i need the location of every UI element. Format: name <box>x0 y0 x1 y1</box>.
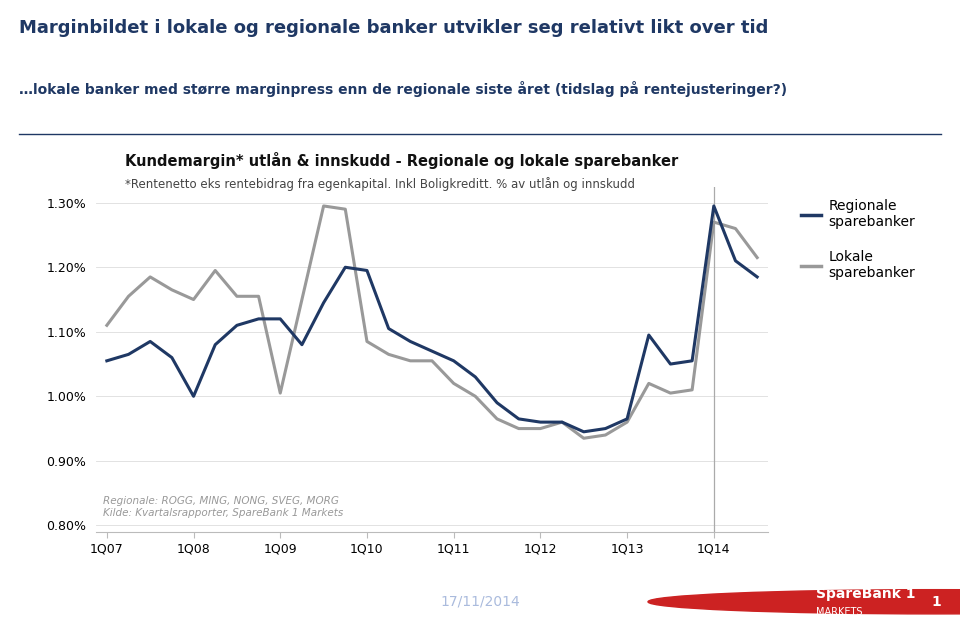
Text: MARKETS: MARKETS <box>816 607 862 617</box>
Text: SpareBank 1: SpareBank 1 <box>816 587 916 601</box>
Text: Kundemargin* utlån & innskudd - Regionale og lokale sparebanker: Kundemargin* utlån & innskudd - Regional… <box>125 152 678 169</box>
Circle shape <box>648 590 960 614</box>
Text: …lokale banker med større marginpress enn de regionale siste året (tidslag på re: …lokale banker med større marginpress en… <box>19 81 787 97</box>
Text: 17: 17 <box>29 594 50 610</box>
Text: Marginbildet i lokale og regionale banker utvikler seg relativt likt over tid: Marginbildet i lokale og regionale banke… <box>19 19 769 37</box>
Text: *Rentenetto eks rentebidrag fra egenkapital. Inkl Boligkreditt. % av utlån og in: *Rentenetto eks rentebidrag fra egenkapi… <box>125 177 635 191</box>
Legend: Regionale
sparebanker, Lokale
sparebanker: Regionale sparebanker, Lokale sparebanke… <box>795 193 921 286</box>
Text: 1: 1 <box>931 595 941 609</box>
Text: Regionale: ROGG, MING, NONG, SVEG, MORG
Kilde: Kvartalsrapporter, SpareBank 1 Ma: Regionale: ROGG, MING, NONG, SVEG, MORG … <box>103 496 343 518</box>
Text: 17/11/2014: 17/11/2014 <box>440 595 520 609</box>
